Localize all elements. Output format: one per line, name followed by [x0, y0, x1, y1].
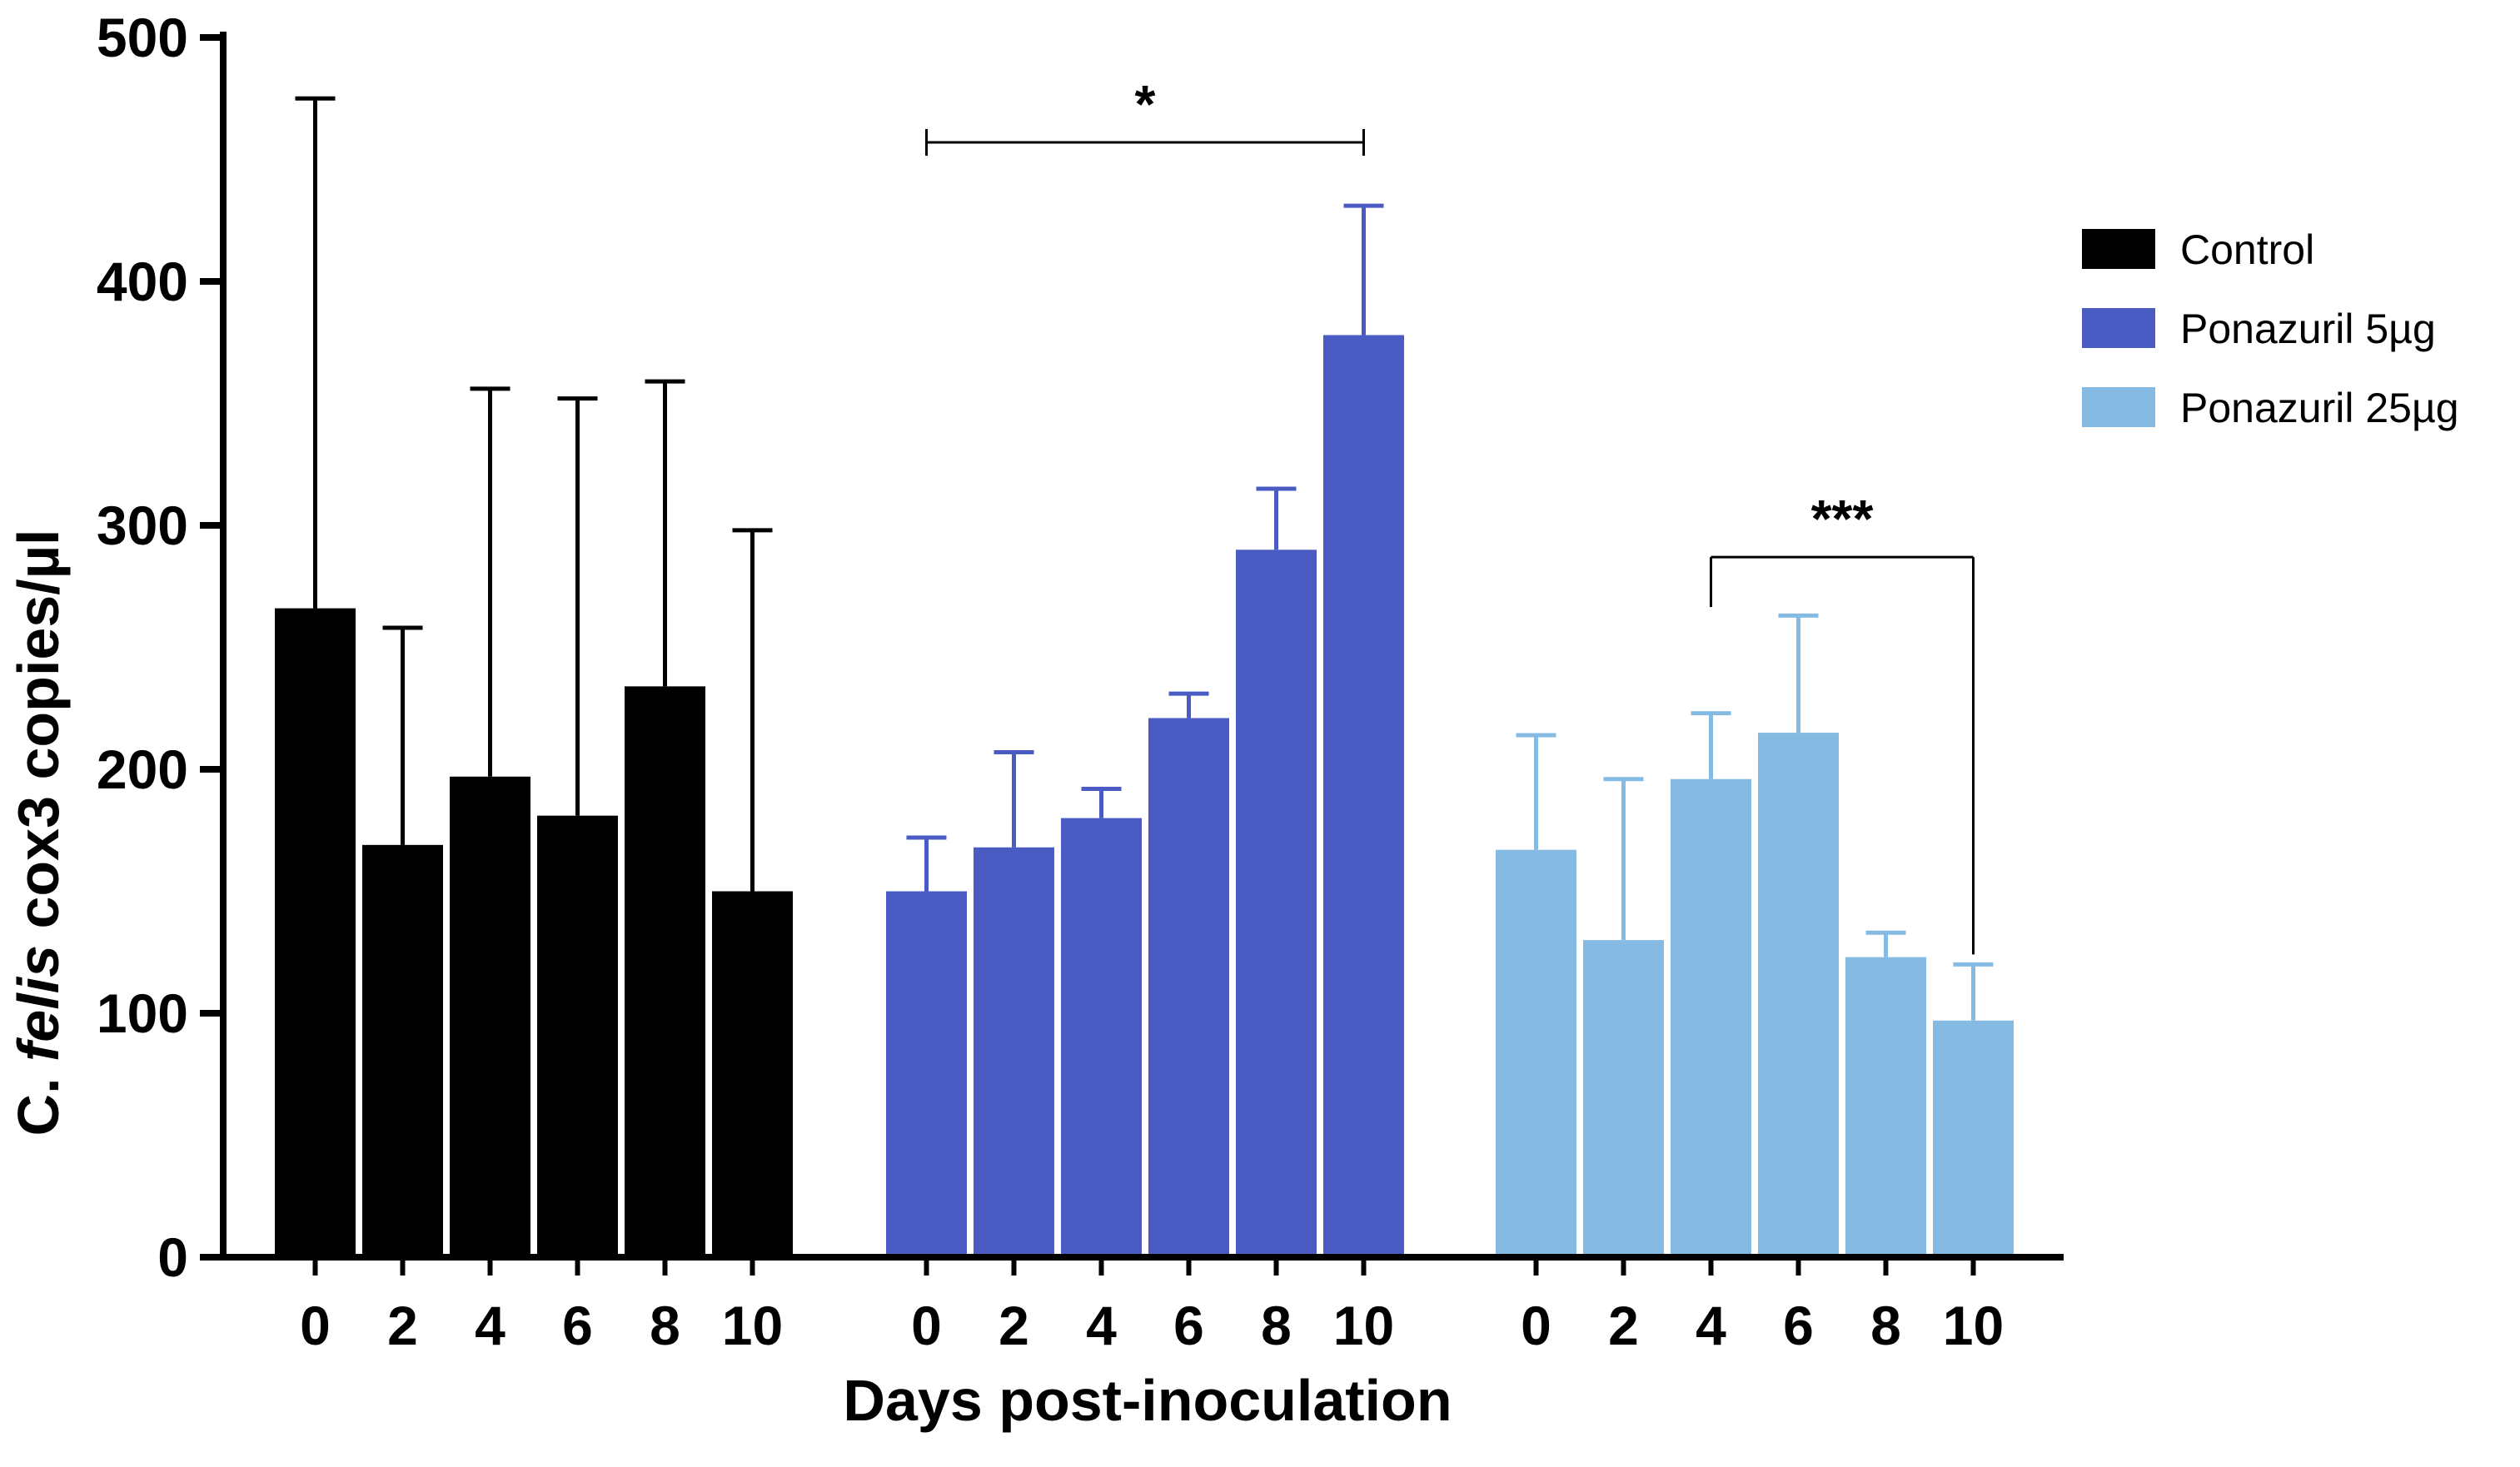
- legend-swatch-0: [2082, 229, 2155, 269]
- x-tick-label: 10: [1943, 1295, 2004, 1356]
- bar-1-5: [1323, 335, 1404, 1258]
- x-tick-label: 2: [999, 1295, 1029, 1356]
- y-tick-label: 200: [97, 738, 188, 800]
- x-tick-label: 6: [562, 1295, 593, 1356]
- bar-1-4: [1236, 550, 1317, 1257]
- y-axis-label: C. felis cox3 copies/µl: [6, 530, 71, 1136]
- bar-1-2: [1061, 818, 1142, 1257]
- x-axis-label: Days post-inoculation: [843, 1368, 1452, 1433]
- annotations-layer: ****: [925, 74, 1975, 955]
- bar-0-2: [450, 776, 530, 1257]
- y-tick-label: 500: [97, 7, 188, 68]
- x-tick-label: 0: [911, 1295, 942, 1356]
- bar-1-0: [886, 891, 967, 1257]
- y-tick-label: 400: [97, 251, 188, 312]
- x-tick-label: 2: [387, 1295, 418, 1356]
- y-axis-label-italic-part: felis: [6, 945, 71, 1062]
- bars-layer: [275, 335, 2014, 1258]
- bar-1-1: [974, 847, 1054, 1257]
- bar-2-1: [1583, 940, 1664, 1257]
- bar-2-0: [1496, 849, 1576, 1257]
- significance-label: ***: [1811, 489, 1874, 549]
- error-bars-layer: [295, 96, 1994, 1021]
- x-tick-label: 2: [1608, 1295, 1639, 1356]
- bar-1-3: [1148, 718, 1229, 1257]
- x-tick-label: 0: [300, 1295, 331, 1356]
- legend-label: Control: [2180, 226, 2314, 273]
- bar-2-5: [1933, 1020, 2014, 1257]
- y-tick-label: 0: [157, 1226, 188, 1288]
- x-tick-label: 10: [1333, 1295, 1394, 1356]
- y-tick-label: 300: [97, 495, 188, 556]
- bar-2-4: [1845, 957, 1926, 1257]
- x-tick-label: 8: [650, 1295, 680, 1356]
- y-axis-label-part: C.: [6, 1062, 71, 1136]
- x-tick-label: 8: [1870, 1295, 1901, 1356]
- x-tick-label: 10: [722, 1295, 783, 1356]
- x-tick-label: 4: [1696, 1295, 1726, 1356]
- legend-swatch-1: [2082, 308, 2155, 348]
- x-tick-label: 6: [1783, 1295, 1814, 1356]
- legend: Control Ponazuril 5µg Ponazuril 25µg: [2082, 226, 2459, 431]
- x-tick-label: 8: [1261, 1295, 1292, 1356]
- y-axis-label-part: cox3 copies/µl: [6, 530, 71, 945]
- bar-2-2: [1671, 778, 1751, 1257]
- x-tick-label: 4: [475, 1295, 505, 1356]
- significance-label: *: [1135, 74, 1156, 134]
- bar-0-3: [537, 815, 618, 1257]
- x-tick-label: 4: [1086, 1295, 1117, 1356]
- legend-label: Ponazuril 25µg: [2180, 385, 2459, 431]
- bar-0-0: [275, 608, 356, 1257]
- bar-0-4: [625, 686, 705, 1257]
- x-tick-label: 0: [1521, 1295, 1551, 1356]
- legend-swatch-2: [2082, 387, 2155, 427]
- bar-2-3: [1758, 733, 1839, 1257]
- y-tick-label: 100: [97, 982, 188, 1044]
- legend-label: Ponazuril 5µg: [2180, 306, 2436, 352]
- bar-0-1: [362, 844, 443, 1257]
- bar-0-5: [712, 891, 793, 1257]
- x-tick-label: 6: [1173, 1295, 1204, 1356]
